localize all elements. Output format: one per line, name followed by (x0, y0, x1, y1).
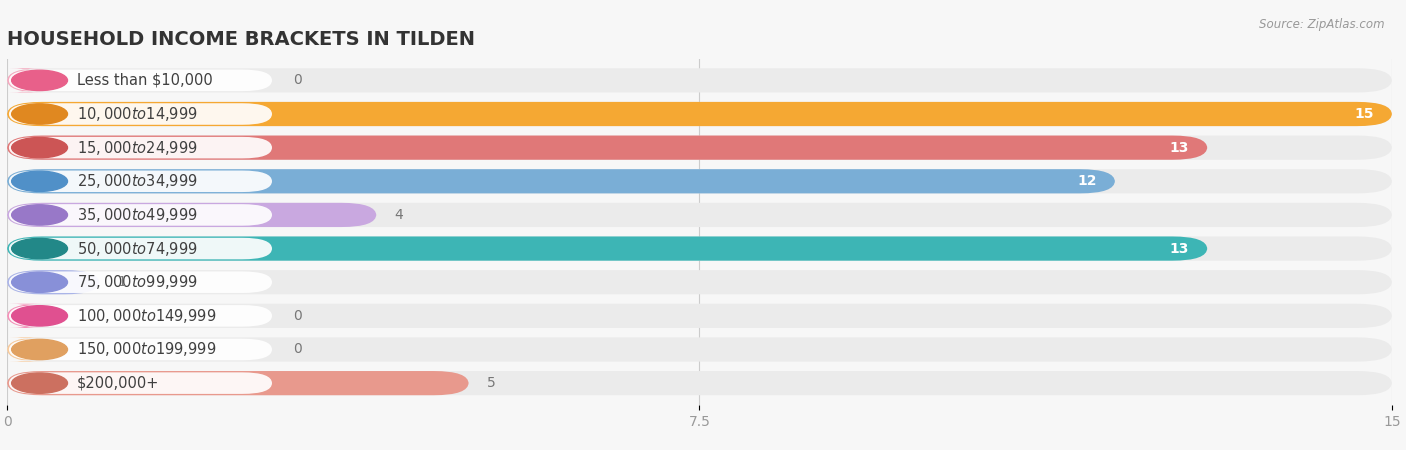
FancyBboxPatch shape (7, 169, 1392, 194)
FancyBboxPatch shape (7, 371, 1392, 395)
Text: HOUSEHOLD INCOME BRACKETS IN TILDEN: HOUSEHOLD INCOME BRACKETS IN TILDEN (7, 30, 475, 49)
Text: 5: 5 (486, 376, 496, 390)
FancyBboxPatch shape (7, 304, 44, 328)
FancyBboxPatch shape (7, 236, 1208, 261)
Text: 4: 4 (395, 208, 404, 222)
Circle shape (11, 205, 67, 225)
FancyBboxPatch shape (7, 68, 44, 93)
Text: $50,000 to $74,999: $50,000 to $74,999 (77, 239, 197, 257)
FancyBboxPatch shape (7, 371, 468, 395)
Text: 0: 0 (294, 342, 302, 356)
Text: $10,000 to $14,999: $10,000 to $14,999 (77, 105, 197, 123)
Text: 0: 0 (294, 73, 302, 87)
FancyBboxPatch shape (7, 270, 1392, 294)
Circle shape (11, 272, 67, 292)
Circle shape (11, 104, 67, 124)
FancyBboxPatch shape (8, 103, 271, 125)
FancyBboxPatch shape (7, 135, 1392, 160)
FancyBboxPatch shape (7, 203, 377, 227)
FancyBboxPatch shape (8, 339, 271, 360)
Text: Less than $10,000: Less than $10,000 (77, 73, 212, 88)
Circle shape (11, 138, 67, 158)
FancyBboxPatch shape (8, 238, 271, 259)
Text: 15: 15 (1354, 107, 1374, 121)
Text: 13: 13 (1170, 141, 1189, 155)
FancyBboxPatch shape (7, 338, 44, 362)
FancyBboxPatch shape (8, 271, 271, 293)
Text: 13: 13 (1170, 242, 1189, 256)
Circle shape (11, 339, 67, 360)
FancyBboxPatch shape (7, 236, 1392, 261)
FancyBboxPatch shape (8, 305, 271, 327)
Circle shape (11, 238, 67, 259)
FancyBboxPatch shape (8, 171, 271, 192)
Text: 1: 1 (118, 275, 127, 289)
FancyBboxPatch shape (7, 304, 1392, 328)
Text: $200,000+: $200,000+ (77, 376, 159, 391)
FancyBboxPatch shape (7, 102, 1392, 126)
FancyBboxPatch shape (7, 102, 1392, 126)
Text: 0: 0 (294, 309, 302, 323)
Text: $35,000 to $49,999: $35,000 to $49,999 (77, 206, 197, 224)
FancyBboxPatch shape (8, 204, 271, 226)
Text: $150,000 to $199,999: $150,000 to $199,999 (77, 341, 217, 359)
FancyBboxPatch shape (7, 169, 1115, 194)
Text: $25,000 to $34,999: $25,000 to $34,999 (77, 172, 197, 190)
Text: $15,000 to $24,999: $15,000 to $24,999 (77, 139, 197, 157)
Circle shape (11, 171, 67, 191)
FancyBboxPatch shape (8, 70, 271, 91)
FancyBboxPatch shape (7, 203, 1392, 227)
Text: $100,000 to $149,999: $100,000 to $149,999 (77, 307, 217, 325)
Circle shape (11, 70, 67, 90)
FancyBboxPatch shape (8, 372, 271, 394)
FancyBboxPatch shape (7, 270, 100, 294)
Circle shape (11, 306, 67, 326)
FancyBboxPatch shape (7, 68, 1392, 93)
FancyBboxPatch shape (7, 135, 1208, 160)
Circle shape (11, 373, 67, 393)
FancyBboxPatch shape (7, 338, 1392, 362)
Text: Source: ZipAtlas.com: Source: ZipAtlas.com (1260, 18, 1385, 31)
Text: 12: 12 (1077, 174, 1097, 188)
Text: $75,000 to $99,999: $75,000 to $99,999 (77, 273, 197, 291)
FancyBboxPatch shape (8, 137, 271, 158)
